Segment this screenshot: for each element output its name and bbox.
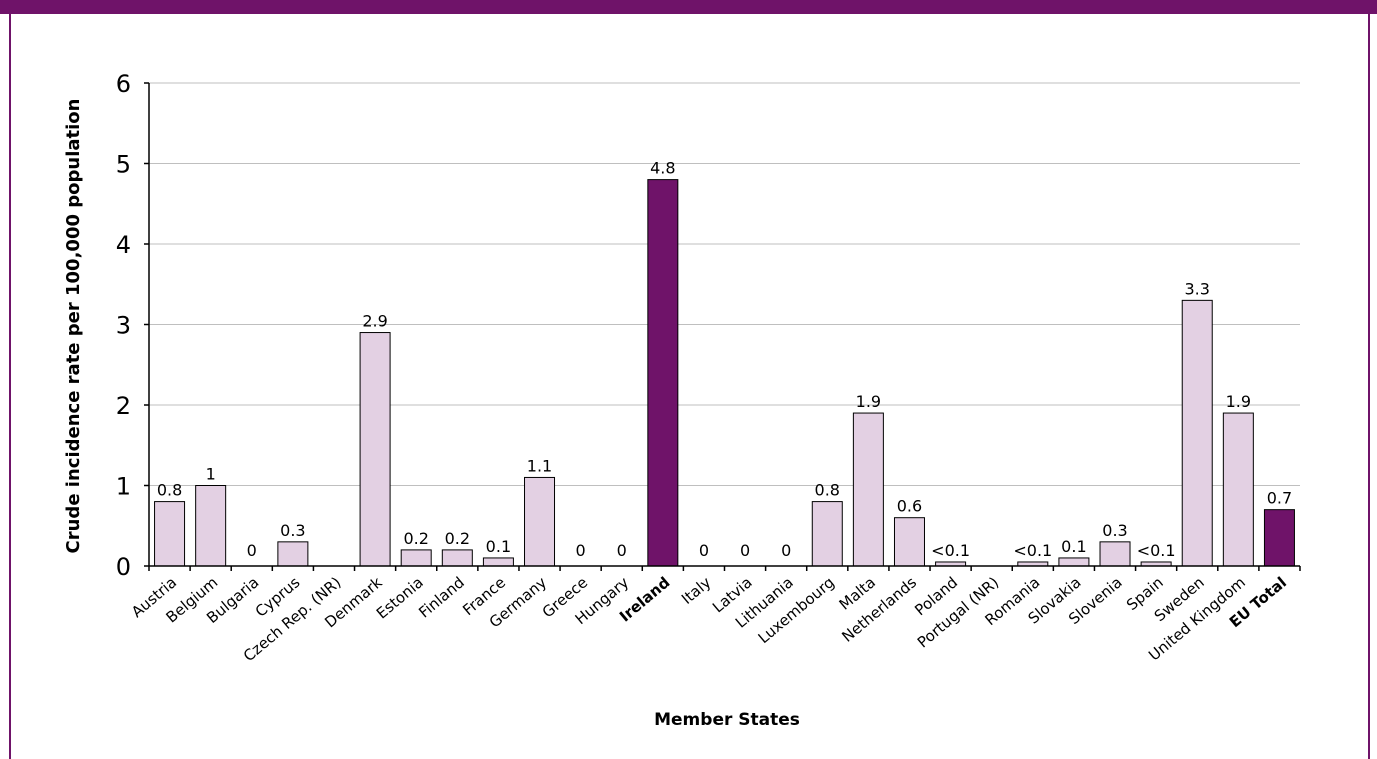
data-label: 1 (206, 465, 216, 484)
data-label: 0 (576, 541, 586, 560)
data-label: <0.1 (1137, 541, 1176, 560)
data-label: 2.9 (362, 312, 387, 331)
data-label: 0.3 (280, 521, 305, 540)
data-label: 0.2 (403, 529, 428, 548)
x-axis-label: Member States (654, 710, 800, 730)
data-labels: 0.8 1 0 0.3 2.9 0.2 0.2 0.1 1.1 0 0 4.8 0 0 0 0.8 1.9 0.6… (157, 159, 1292, 560)
bar-malta (852, 412, 884, 567)
data-label: 0 (617, 541, 627, 560)
bar-estonia (400, 549, 432, 567)
category-label: Estonia (373, 573, 427, 622)
bar-belgium (195, 485, 227, 567)
data-label: 0.7 (1267, 489, 1292, 508)
bar-united-kingdom (1222, 412, 1254, 567)
bars (154, 179, 1295, 567)
data-label: 0 (247, 541, 257, 560)
y-tick-label: 0 (116, 553, 131, 581)
data-label: 0 (781, 541, 791, 560)
data-label: 1.1 (527, 456, 552, 475)
bar-luxembourg (811, 501, 843, 567)
bar-finland (441, 549, 473, 567)
y-tick-label: 6 (116, 70, 131, 98)
bar-ireland (647, 179, 679, 567)
category-label: Finland (415, 573, 468, 621)
data-label: 1.9 (1226, 392, 1251, 411)
data-label: 0.8 (157, 481, 182, 500)
bar-eu-total (1263, 509, 1295, 567)
bar-slovakia (1058, 557, 1090, 567)
data-label: 1.9 (856, 392, 881, 411)
bar-denmark (359, 332, 391, 567)
bar-sweden (1181, 299, 1213, 567)
data-label: 4.8 (650, 159, 675, 178)
data-label: 0.1 (486, 537, 511, 556)
data-label: 0 (699, 541, 709, 560)
axes (144, 82, 1301, 571)
y-tick-label: 2 (116, 392, 131, 420)
y-tick-label: 1 (116, 473, 131, 501)
data-label: 3.3 (1185, 279, 1210, 298)
y-tick-label: 5 (116, 151, 131, 179)
y-tick-label: 4 (116, 231, 131, 259)
top-title-bar (0, 0, 1377, 14)
data-label: 0.2 (445, 529, 470, 548)
gridlines (149, 82, 1300, 486)
data-label: <0.1 (1013, 541, 1052, 560)
data-label: 0.8 (815, 481, 840, 500)
bar-slovenia (1099, 541, 1131, 567)
y-tick-labels: 0 1 2 3 4 5 6 (116, 70, 131, 581)
bar-austria (154, 501, 186, 567)
data-label: 0.3 (1102, 521, 1127, 540)
data-label: <0.1 (931, 541, 970, 560)
data-label: 0 (740, 541, 750, 560)
bar-france (482, 557, 514, 567)
data-label: 0.1 (1061, 537, 1086, 556)
chart-frame (9, 14, 1370, 759)
y-tick-label: 3 (116, 312, 131, 340)
data-label: 0.6 (897, 497, 922, 516)
y-axis-label: Crude incidence rate per 100,000 populat… (63, 99, 84, 554)
bar-netherlands (893, 517, 925, 567)
bar-cyprus (277, 541, 309, 567)
bar-germany (524, 476, 556, 567)
